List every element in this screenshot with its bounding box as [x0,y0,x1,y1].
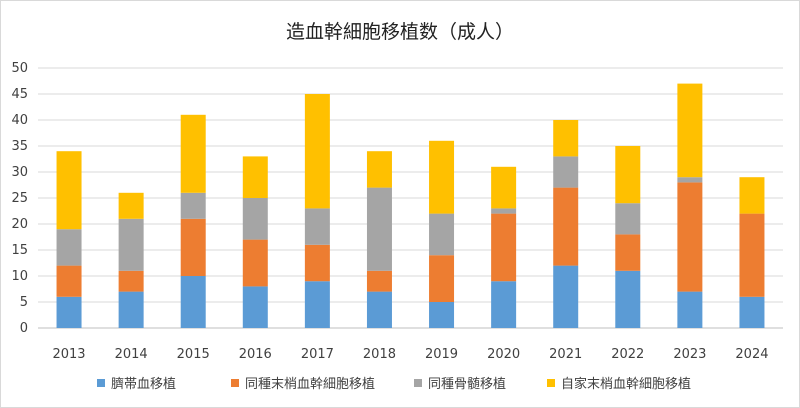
bar-segment [242,198,268,240]
y-tick-label: 0 [20,321,28,336]
bar-segment [118,291,144,328]
bar-segment [491,166,517,209]
x-tick-label: 2017 [301,347,334,362]
y-tick-label: 15 [11,243,28,258]
bar-segment [677,83,703,178]
bar-segment [180,114,206,193]
gridlines [38,67,783,329]
bar-segment [553,187,579,266]
x-tick-label: 2024 [735,347,768,362]
bar-segment [366,151,392,188]
bar-segment [366,270,392,292]
bar-segment [615,203,641,235]
bar-segment [429,302,455,328]
legend-swatch [97,379,105,387]
y-tick-label: 20 [11,217,28,232]
y-tick-label: 25 [11,191,28,206]
bar-segment [677,291,703,328]
bar-segment [553,120,579,157]
bar-segment [242,239,268,287]
bar-segment [242,156,268,198]
bar-segment [491,208,517,214]
legend: 臍帯血移植 同種末梢血幹細胞移植 同種骨髄移植 自家末梢血幹細胞移植 [97,376,691,392]
bar-segment [180,276,206,328]
bar-segment [366,291,392,328]
y-tick-label: 5 [20,295,28,310]
bar-segment [366,187,392,271]
bar-segment [118,192,144,219]
bar-segment [615,146,641,204]
x-tick-label: 2019 [425,347,458,362]
bar-segment [180,218,206,276]
bar-segment [118,270,144,292]
x-tick-label: 2014 [115,347,148,362]
bar-segment [429,213,455,256]
x-tick-label: 2015 [177,347,210,362]
x-tick-label: 2023 [673,347,706,362]
y-tick-label: 30 [11,165,28,180]
bar-segment [56,229,82,266]
legend-label: 自家末梢血幹細胞移植 [561,376,691,392]
bar-segment [491,213,517,282]
legend-label: 臍帯血移植 [111,376,176,392]
bar-segment [491,281,517,328]
bar-segment [429,255,455,302]
bar-segment [304,208,330,245]
x-tick-label: 2013 [52,347,85,362]
bar-segment [304,94,330,209]
y-tick-label: 45 [11,87,28,102]
bar-segment [56,265,82,297]
bars [56,83,765,328]
bar-segment [677,182,703,292]
x-axis-ticks: 2013 2014 2015 2016 2017 2018 2019 2020 2021 2022… [52,347,768,362]
y-tick-label: 35 [11,139,28,154]
bar-segment [304,281,330,328]
legend-swatch [414,379,422,387]
bar-segment [739,296,765,328]
bar-segment [242,286,268,328]
x-tick-label: 2016 [239,347,272,362]
bar-segment [677,177,703,183]
legend-swatch [231,379,239,387]
y-axis-ticks: 0 5 10 15 20 25 30 35 40 45 50 [11,61,28,336]
bar-segment [429,140,455,214]
x-tick-label: 2022 [611,347,644,362]
x-tick-label: 2018 [363,347,396,362]
legend-label: 同種末梢血幹細胞移植 [245,376,375,392]
bar-segment [615,234,641,271]
x-tick-label: 2020 [487,347,520,362]
bar-segment [118,218,144,271]
chart-title: 造血幹細胞移植数（成人） [286,21,514,43]
y-tick-label: 10 [11,269,28,284]
bar-segment [615,270,641,328]
bar-segment [553,156,579,188]
bar-segment [180,192,206,219]
y-tick-label: 50 [11,61,28,76]
bar-segment [739,213,765,297]
x-tick-label: 2021 [549,347,582,362]
legend-label: 同種骨髄移植 [428,376,506,392]
bar-segment [739,177,765,214]
bar-segment [304,244,330,282]
bar-segment [553,265,579,328]
bar-segment [56,296,82,328]
y-tick-label: 40 [11,113,28,128]
legend-swatch [547,379,555,387]
bar-segment [56,151,82,230]
